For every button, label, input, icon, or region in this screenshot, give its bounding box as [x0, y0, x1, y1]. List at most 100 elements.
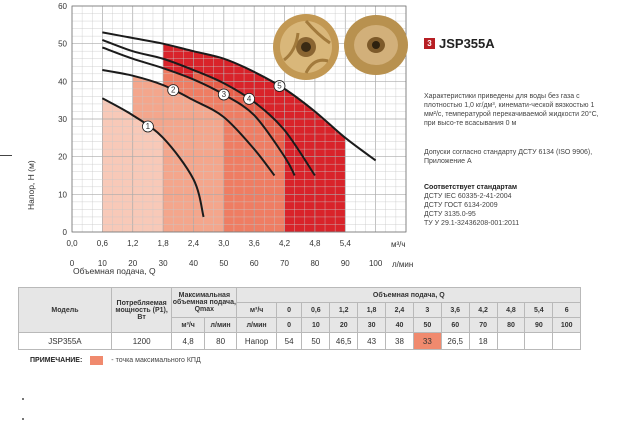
flow-lmin-cell: 40 [385, 317, 414, 333]
conditions-paragraph: Характеристики приведены для воды без га… [424, 93, 599, 127]
curve-label-4: 4 [247, 95, 252, 104]
col-model-header: Модель [18, 287, 112, 333]
margin-dash [0, 155, 12, 156]
flow-lmin-cell: 100 [552, 317, 582, 333]
x-tick-label-m3h: 4,8 [309, 239, 321, 248]
x-tick-label-m3h: 1,2 [127, 239, 139, 248]
head-cell [552, 332, 582, 350]
curve-label-3: 3 [222, 90, 227, 99]
curve-label-2: 2 [171, 86, 176, 95]
col-power-header: Потребляемая мощность (P1), Вт [110, 287, 173, 333]
unit-lmin: л/мин [236, 317, 277, 333]
conditions-text: Характеристики приведены для воды без га… [424, 92, 610, 128]
y-tick-label: 30 [58, 115, 67, 124]
curve-3 [102, 46, 296, 176]
standard-item: ДСТУ 3135.0-95 [424, 211, 476, 218]
x-tick-label-m3h: 1,8 [158, 239, 170, 248]
curve-1 [101, 97, 205, 218]
flow-m3h-cell: 4,2 [468, 302, 498, 318]
x-tick-label-m3h: 4,2 [279, 239, 291, 248]
curve-marker-2 [167, 84, 180, 97]
flow-m3h-cell: 3,6 [440, 302, 470, 318]
curve-marker-1 [142, 120, 154, 133]
curve-marker-3 [217, 88, 230, 101]
chart-frame [71, 5, 407, 233]
flow-m3h-cell: 1,8 [357, 302, 387, 318]
y-tick-label: 60 [58, 2, 67, 11]
flow-m3h-cell: 4,8 [496, 302, 526, 318]
flow-lmin-cell: 80 [496, 317, 526, 333]
pump-curve-chart: 1 2 3 4 5 0 10 20 30 40 50 60 0,0 0,6 1,2 1,8 2,4 3,0 3,6… [26, 2, 413, 276]
head-cell: 18 [468, 332, 498, 350]
model-tag: 3 JSP355A [424, 36, 495, 51]
y-tick-label: 10 [58, 190, 67, 199]
flow-lmin-cell: 20 [329, 317, 359, 333]
head-cell: 50 [301, 332, 331, 350]
qmax-unit-m3h: м³/ч [171, 317, 205, 333]
y-tick-label: 0 [63, 228, 68, 237]
row-qmax-m3h: 4,8 [171, 332, 205, 350]
x-tick-label-m3h: 2,4 [188, 239, 200, 248]
note: ПРИМЕЧАНИЕ: - точка максимального КПД [30, 356, 201, 365]
head-cell [496, 332, 526, 350]
row-power: 1200 [110, 332, 173, 350]
x-tick-label-lmin: 20 [128, 259, 137, 268]
head-cell: 46,5 [329, 332, 359, 350]
note-title: ПРИМЕЧАНИЕ: [30, 357, 83, 364]
head-cell: 38 [385, 332, 414, 350]
y-tick-label: 40 [58, 77, 67, 86]
x-tick-label-lmin: 70 [280, 259, 289, 268]
head-cell: 26,5 [440, 332, 470, 350]
col-qmax-header: Максимальная объемная подача, Qmax [171, 287, 238, 318]
standards-block: Соответствует стандартам ДСТУ IEC 60335-… [424, 183, 610, 228]
flow-lmin-cell: 30 [357, 317, 387, 333]
x-tick-label-lmin: 40 [189, 259, 198, 268]
model-number: 3 [424, 38, 435, 49]
flow-lmin-cell: 50 [412, 317, 442, 333]
standard-item: ДСТУ ГОСТ 6134-2009 [424, 202, 498, 209]
tolerance-paragraph: Допуски согласно стандарту ДСТУ 6134 (IS… [424, 149, 593, 165]
y-tick-label: 20 [58, 153, 67, 162]
x-tick-label-m3h: 5,4 [340, 239, 352, 248]
x-tick-label-m3h: 3,0 [218, 239, 230, 248]
performance-table: Модель Потребляемая мощность (P1), Вт Ма… [18, 287, 615, 350]
col-flow-header: Объемная подача, Q [236, 287, 582, 303]
standards-title: Соответствует стандартам [424, 184, 518, 191]
flow-lmin-cell: 0 [275, 317, 303, 333]
row-qmax-lmin: 80 [203, 332, 238, 350]
row-model: JSP355A [18, 332, 112, 350]
plot-area [71, 5, 407, 233]
curve-marker-4 [243, 93, 256, 105]
flow-lmin-cell: 10 [301, 317, 331, 333]
head-cell: 43 [357, 332, 387, 350]
flow-lmin-cell: 70 [468, 317, 498, 333]
x-tick-label-lmin: 50 [219, 259, 228, 268]
y-tick-label: 50 [58, 40, 67, 49]
curve-4 [102, 38, 316, 177]
x-tick-label-lmin: 60 [250, 259, 259, 268]
stray-dot [22, 418, 24, 420]
curve-label-1: 1 [146, 122, 151, 131]
curve-label-5: 5 [277, 82, 282, 91]
tolerance-text: Допуски согласно стандарту ДСТУ 6134 (IS… [424, 148, 610, 166]
qmax-unit-lmin: л/мин [203, 317, 238, 333]
x-tick-label-lmin: 0 [70, 259, 75, 268]
flow-lmin-cell: 90 [524, 317, 554, 333]
x-tick-label-lmin: 10 [98, 259, 107, 268]
x-unit-bottom: л/мин [392, 260, 413, 269]
row-head-label: Напор [236, 332, 277, 350]
impeller-photo [273, 14, 408, 80]
curve-marker-5 [273, 80, 286, 92]
flow-m3h-cell: 1,2 [329, 302, 359, 318]
head-cell-max-efficiency: 33 [412, 332, 442, 350]
unit-m3h: м³/ч [236, 302, 277, 318]
head-cell [524, 332, 554, 350]
flow-lmin-cell: 60 [440, 317, 470, 333]
flow-m3h-cell: 0,6 [301, 302, 331, 318]
flow-m3h-cell: 0 [275, 302, 303, 318]
flow-m3h-cell: 3 [412, 302, 442, 318]
standard-item: ТУ У 29.1-32436208-001:2011 [424, 220, 520, 227]
max-efficiency-swatch [90, 356, 104, 365]
x-unit-top: м³/ч [391, 240, 406, 249]
